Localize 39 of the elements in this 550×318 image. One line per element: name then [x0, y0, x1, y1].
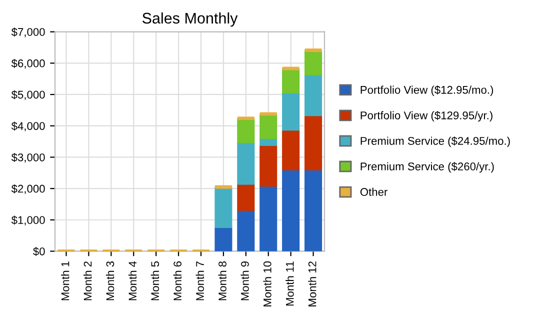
y-tick-label: $1,000 [11, 216, 45, 226]
legend-label: Portfolio View ($12.95/mo.) [360, 85, 494, 96]
bar [214, 186, 232, 228]
y-tick-label: $0 [33, 247, 45, 256]
bar [282, 68, 300, 94]
bar [237, 142, 255, 185]
x-tick-label: Month 10 [263, 261, 272, 306]
x-tick-label: Month 6 [173, 261, 182, 300]
x-tick-label: Month 12 [308, 261, 316, 306]
x-tick-label: Month 9 [240, 261, 249, 300]
bar [260, 114, 278, 140]
legend-label: Premium Service ($260/yr.) [360, 162, 494, 173]
x-tick-label: Month 11 [286, 261, 294, 306]
bar [237, 118, 255, 144]
bar [304, 74, 322, 116]
x-tick-label: Month 5 [150, 261, 160, 300]
x-tick-label: Month 2 [84, 261, 92, 300]
y-tick-label: $7,000 [11, 28, 45, 38]
chart-title: Sales Monthly [142, 12, 238, 27]
legend-label: Other [360, 188, 388, 196]
bar [260, 138, 278, 146]
x-tick-label: Month 7 [196, 261, 204, 300]
bar [304, 50, 322, 76]
x-tick-label: Month 1 [61, 261, 70, 300]
bar [282, 92, 300, 131]
bar [304, 115, 322, 170]
y-tick-label: $4,000 [11, 122, 45, 132]
y-tick-label: $6,000 [11, 58, 45, 69]
bar [237, 184, 255, 211]
y-tick-label: $5,000 [11, 90, 45, 100]
legend-label: Premium Service ($24.95/mo.) [360, 136, 510, 148]
x-tick-label: Month 8 [218, 261, 226, 300]
y-tick-label: $2,000 [11, 184, 45, 194]
bar [260, 145, 278, 187]
x-tick-label: Month 3 [106, 261, 114, 300]
legend-label: Portfolio View ($129.95/yr.) [360, 110, 492, 122]
y-tick-label: $3,000 [11, 152, 45, 163]
bar [282, 130, 300, 170]
x-tick-label: Month 4 [128, 261, 137, 300]
